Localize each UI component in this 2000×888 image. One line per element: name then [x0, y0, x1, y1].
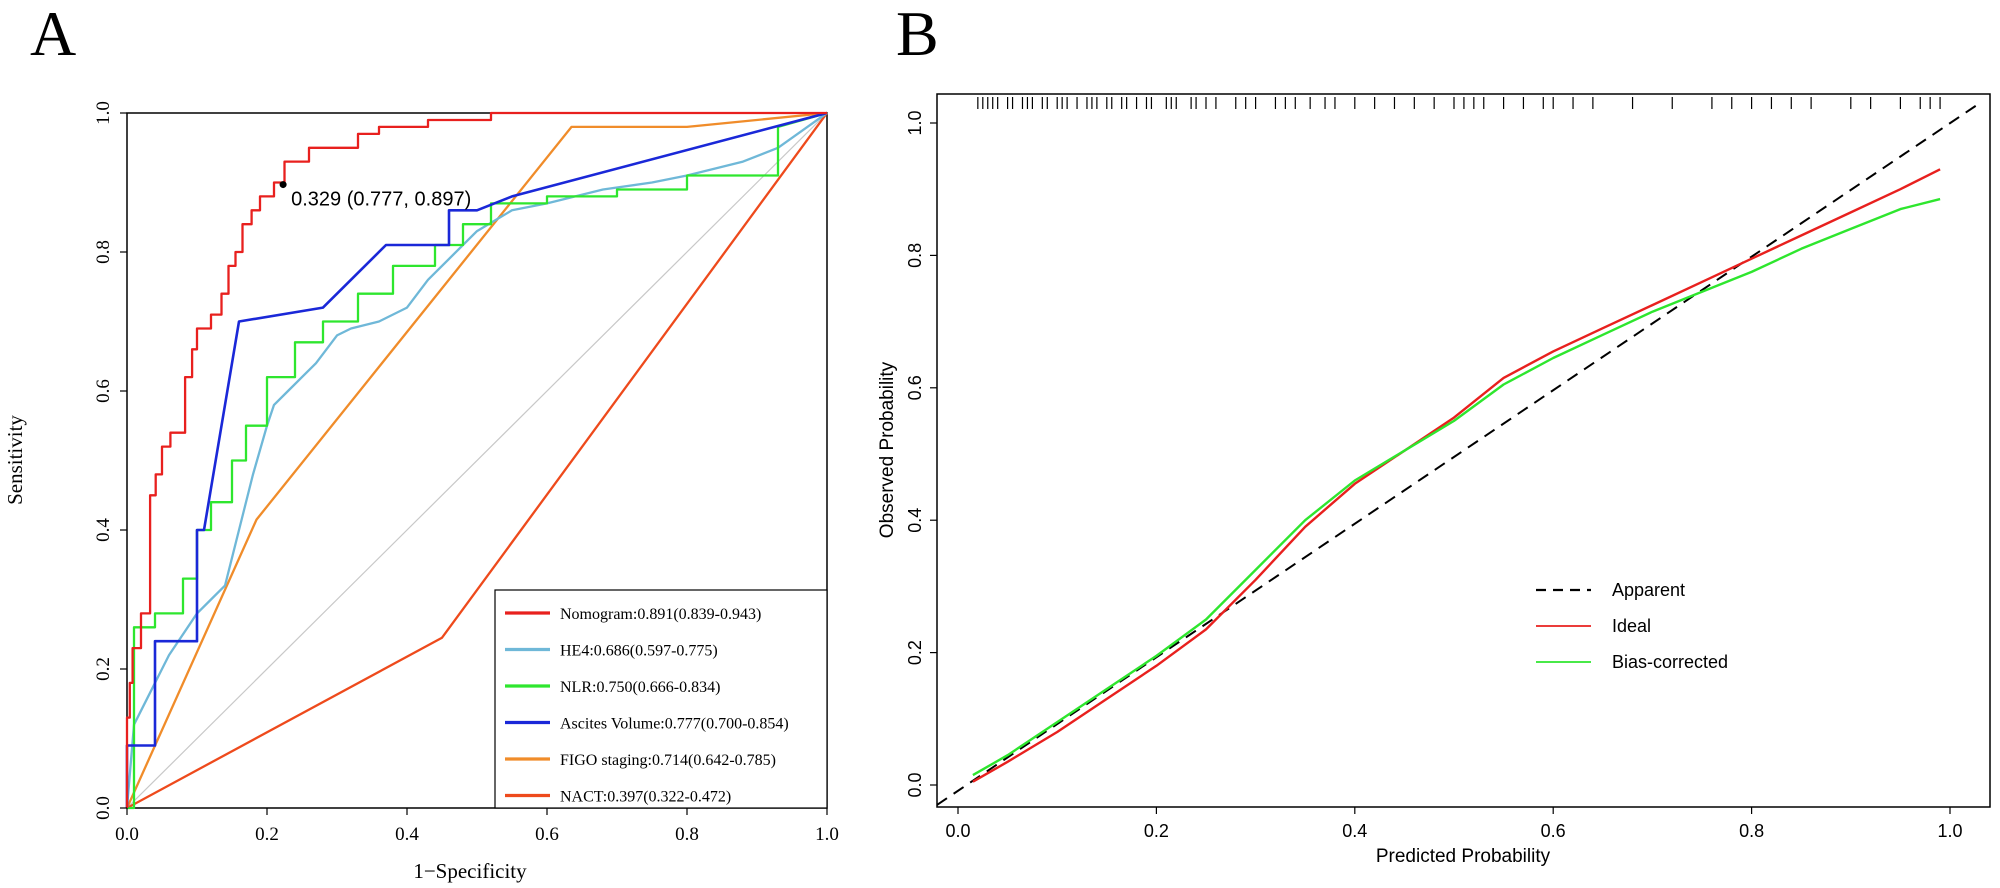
- calibration-x-tick-label: 0.0: [945, 821, 970, 841]
- roc-legend: Nomogram:0.891(0.839-0.943) HE4:0.686(0.5…: [494, 589, 828, 809]
- panel-b-letter: B: [896, 0, 939, 69]
- roc-legend-label: Nomogram:0.891(0.839-0.943): [560, 606, 761, 623]
- calibration-series-line: [972, 168, 1941, 783]
- calibration-x-tick-label: 0.2: [1144, 821, 1169, 841]
- roc-x-tick-label: 0.6: [535, 824, 559, 845]
- panel-a-letter: A: [30, 0, 76, 69]
- roc-series-line: [125, 112, 828, 809]
- roc-y-tick-label: 0.4: [93, 518, 114, 542]
- calibration-y-tick-label: 0.4: [905, 508, 925, 533]
- calibration-y-axis-label: Observed Probability: [877, 361, 898, 538]
- calibration-series-line: [936, 102, 1981, 806]
- roc-plot-frame: [126, 112, 828, 809]
- roc-x-tick-label: 0.2: [255, 824, 279, 845]
- roc-y-tick-label: 0.8: [93, 240, 114, 264]
- roc-legend-label: Ascites Volume:0.777(0.700-0.854): [560, 716, 789, 733]
- calibration-x-tick-label: 0.8: [1739, 821, 1764, 841]
- calibration-legend-label: Ideal: [1612, 616, 1651, 636]
- roc-series-line: [125, 111, 828, 808]
- roc-legend-label: HE4:0.686(0.597-0.775): [560, 643, 718, 660]
- calibration-y-tick-label: 0.0: [905, 772, 925, 797]
- roc-y-tick-label: 0.6: [93, 379, 114, 403]
- calibration-x-tick-label: 0.4: [1342, 821, 1367, 841]
- roc-legend-box: [494, 589, 828, 809]
- roc-optimal-point: [279, 181, 287, 189]
- roc-x-tick-label: 1.0: [815, 824, 839, 845]
- calibration-y-tick-label: 0.8: [905, 243, 925, 268]
- calibration-legend: Apparent Ideal Bias-corrected: [1536, 580, 1728, 672]
- roc-y-tick-label: 0.0: [93, 796, 114, 820]
- calibration-legend-label: Bias-corrected: [1612, 652, 1728, 672]
- roc-series-line: [125, 111, 827, 808]
- roc-y-tick-label: 1.0: [93, 101, 114, 125]
- roc-chart: 0.0 0.2 0.4 0.6 0.8 1.0 0.0 0.2 0.4 0.6 0.8 1.0 1−S…: [3, 101, 839, 883]
- roc-series-line: [126, 112, 828, 810]
- calibration-series-line: [972, 197, 1941, 777]
- roc-reference-line: [126, 112, 828, 809]
- roc-x-tick-label: 0.4: [395, 824, 419, 845]
- roc-legend-label: NACT:0.397(0.322-0.472): [560, 789, 731, 806]
- calibration-chart: 0.0 0.2 0.4 0.6 0.8 1.0 0.0 0.2 0.4 0.6 0.8 1.0 Pre…: [877, 93, 1991, 867]
- roc-series-line: [125, 111, 828, 809]
- calibration-plot-frame: [936, 93, 1991, 808]
- calibration-legend-label: Apparent: [1612, 580, 1685, 600]
- roc-legend-label: NLR:0.750(0.666-0.834): [560, 679, 720, 696]
- roc-y-tick-label: 0.2: [93, 657, 114, 681]
- roc-x-tick-label: 0.8: [675, 824, 699, 845]
- calibration-y-tick-label: 0.2: [905, 640, 925, 665]
- roc-optimal-point-label: 0.329 (0.777, 0.897): [291, 189, 471, 211]
- calibration-x-axis-label: Predicted Probability: [1376, 846, 1551, 867]
- calibration-x-tick-label: 0.6: [1541, 821, 1566, 841]
- roc-y-axis-label: Sensitivity: [3, 415, 27, 505]
- calibration-y-tick-label: 0.6: [905, 375, 925, 400]
- roc-series-line: [127, 111, 828, 810]
- roc-x-axis-label: 1−Specificity: [413, 859, 527, 883]
- calibration-y-tick-label: 1.0: [905, 110, 925, 135]
- roc-legend-label: FIGO staging:0.714(0.642-0.785): [560, 752, 776, 769]
- calibration-x-tick-label: 1.0: [1937, 821, 1962, 841]
- roc-x-tick-label: 0.0: [115, 824, 139, 845]
